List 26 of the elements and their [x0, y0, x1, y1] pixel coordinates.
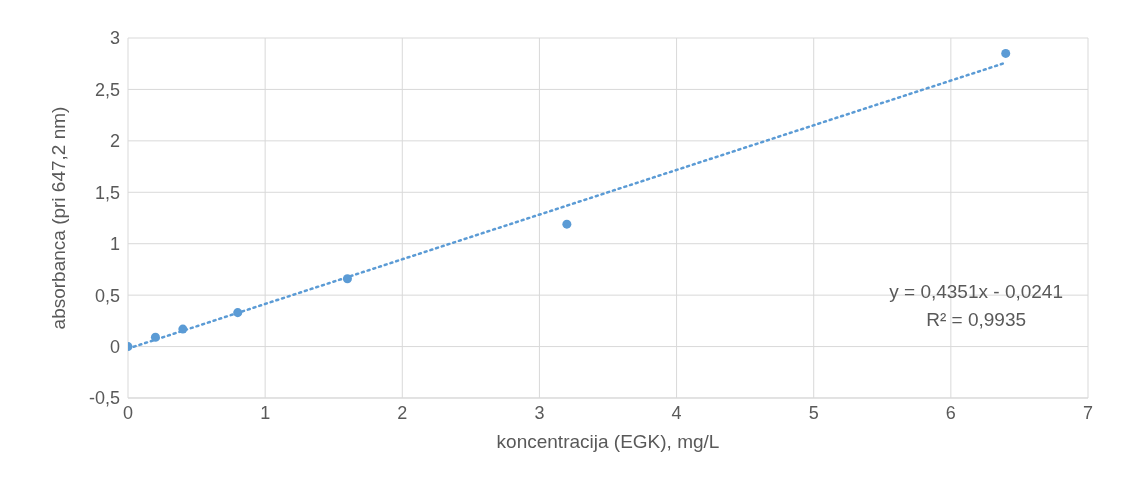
- y-tick-label: 2,5: [94, 79, 120, 100]
- y-tick-label: 2: [109, 131, 120, 152]
- x-tick-label: 1: [260, 402, 271, 423]
- x-tick-label: 4: [671, 402, 682, 423]
- y-tick-label: 1,5: [94, 182, 120, 203]
- x-tick-label: 6: [945, 402, 956, 423]
- point: [1001, 48, 1011, 58]
- x-tick-label: 7: [1082, 402, 1094, 423]
- annotation: y = 0,4351x - 0,0241: [889, 280, 1063, 304]
- annotation: R² = 0,9935: [925, 308, 1028, 332]
- y-tick-label: 3: [109, 28, 120, 49]
- point: [178, 324, 188, 334]
- y-tick-label: 1: [109, 234, 120, 255]
- x-tick-label: 0: [122, 402, 134, 423]
- y-tick-label: 0,5: [94, 285, 120, 306]
- point: [562, 219, 572, 229]
- y-axis-title: absorbanca (pri 647,2 nm): [47, 106, 69, 330]
- point: [233, 308, 243, 318]
- point: [150, 332, 160, 342]
- x-tick-label: 2: [397, 402, 408, 423]
- x-axis-title: koncentracija (EGK), mg/L: [496, 431, 720, 452]
- y-tick-label: -0,5: [88, 388, 120, 409]
- x-tick-label: 3: [534, 402, 545, 423]
- y-tick-label: 0: [109, 336, 120, 357]
- point: [342, 274, 352, 284]
- x-tick-label: 5: [808, 402, 819, 423]
